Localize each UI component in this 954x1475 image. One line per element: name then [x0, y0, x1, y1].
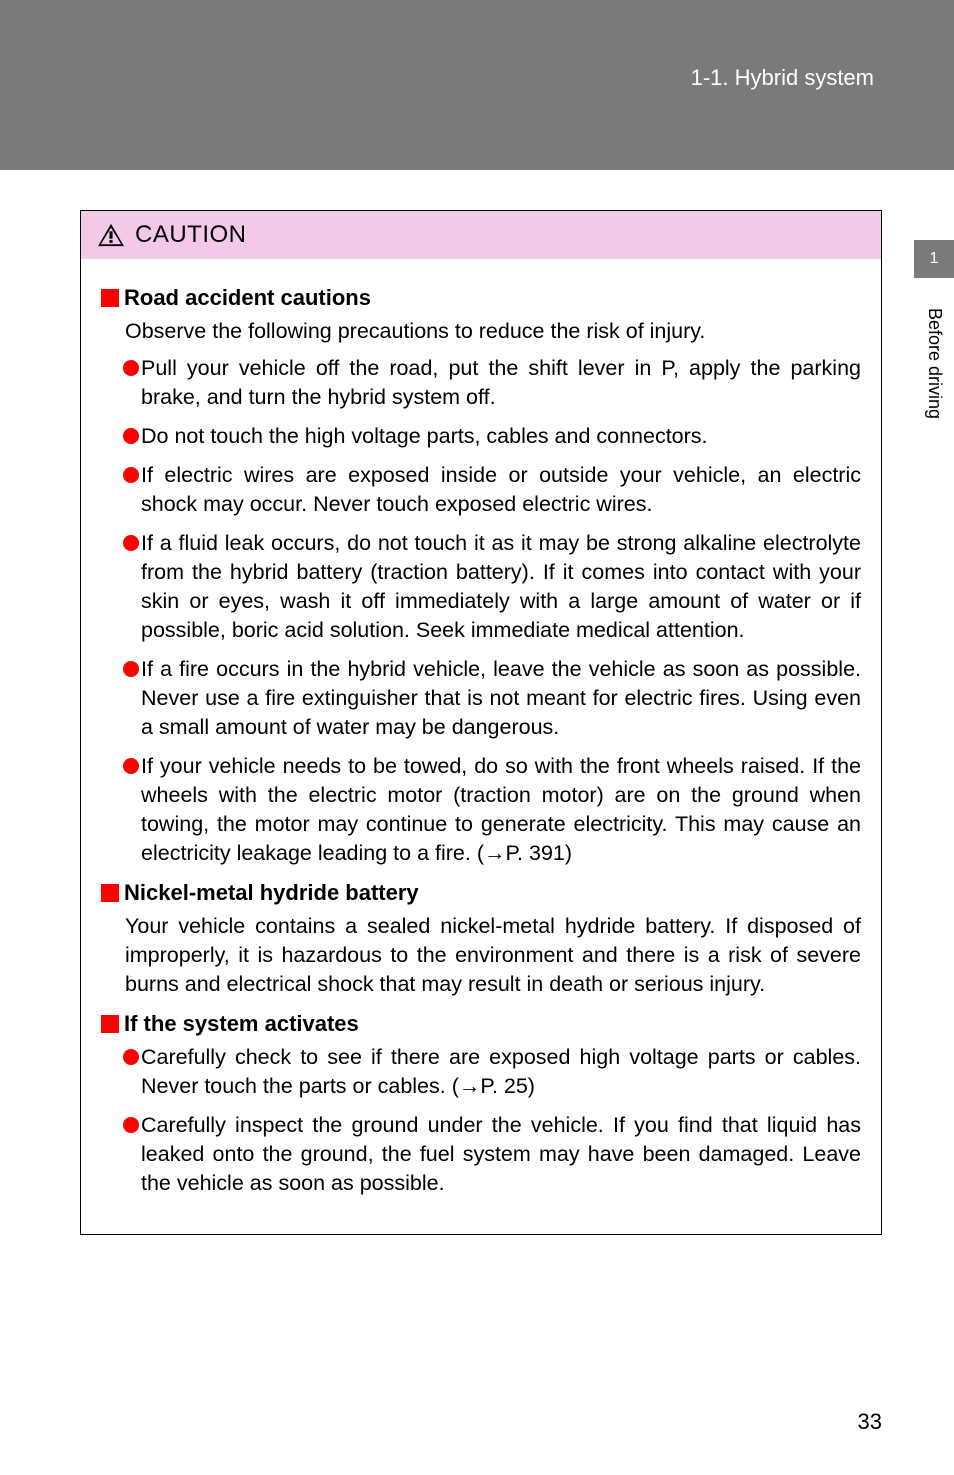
bullet-icon: [123, 467, 139, 483]
bullet-text: Do not touch the high voltage parts, cab…: [141, 422, 861, 451]
list-item: If a fire occurs in the hybrid vehicle, …: [123, 655, 861, 742]
breadcrumb: 1-1. Hybrid system: [691, 65, 874, 91]
red-square-icon: [101, 884, 119, 902]
bullet-text: If a fluid leak occurs, do not touch it …: [141, 529, 861, 645]
list-item: Do not touch the high voltage parts, cab…: [123, 422, 861, 451]
side-tab: 1 Before driving: [914, 240, 954, 449]
warning-icon: [97, 223, 125, 247]
caution-header: CAUTION: [81, 211, 881, 259]
red-square-icon: [101, 1015, 119, 1033]
section-heading: If the system activates: [101, 1011, 861, 1037]
list-item: Carefully check to see if there are expo…: [123, 1043, 861, 1101]
bullet-icon: [123, 535, 139, 551]
bullet-text: If a fire occurs in the hybrid vehicle, …: [141, 655, 861, 742]
bullet-icon: [123, 661, 139, 677]
caution-title: CAUTION: [135, 221, 247, 249]
bullet-text: Carefully inspect the ground under the v…: [141, 1111, 861, 1198]
red-square-icon: [101, 289, 119, 307]
bullet-icon: [123, 1117, 139, 1133]
caution-body: Road accident cautions Observe the follo…: [81, 259, 881, 1234]
section-intro: Your vehicle contains a sealed nickel-me…: [125, 912, 861, 999]
section-heading: Nickel-metal hydride battery: [101, 880, 861, 906]
section-heading: Road accident cautions: [101, 285, 861, 311]
section-heading-text: Road accident cautions: [124, 285, 371, 311]
caution-box: CAUTION Road accident cautions Observe t…: [80, 210, 882, 1235]
list-item: If a fluid leak occurs, do not touch it …: [123, 529, 861, 645]
side-tab-number: 1: [914, 240, 954, 278]
bullet-icon: [123, 758, 139, 774]
bullet-icon: [123, 428, 139, 444]
header-band: 1-1. Hybrid system: [0, 0, 954, 170]
section-intro: Observe the following precautions to red…: [125, 317, 861, 346]
bullet-text: If electric wires are exposed inside or …: [141, 461, 861, 519]
list-item: If your vehicle needs to be towed, do so…: [123, 752, 861, 868]
page-content: CAUTION Road accident cautions Observe t…: [0, 170, 954, 1235]
list-item: Carefully inspect the ground under the v…: [123, 1111, 861, 1198]
list-item: If electric wires are exposed inside or …: [123, 461, 861, 519]
page-number: 33: [858, 1409, 882, 1435]
section-heading-text: If the system activates: [124, 1011, 359, 1037]
bullet-text: If your vehicle needs to be towed, do so…: [141, 752, 861, 868]
bullet-icon: [123, 1049, 139, 1065]
bullet-text: Pull your vehicle off the road, put the …: [141, 354, 861, 412]
bullet-text: Carefully check to see if there are expo…: [141, 1043, 861, 1101]
section-heading-text: Nickel-metal hydride battery: [124, 880, 419, 906]
list-item: Pull your vehicle off the road, put the …: [123, 354, 861, 412]
side-tab-label: Before driving: [914, 278, 954, 449]
bullet-icon: [123, 360, 139, 376]
